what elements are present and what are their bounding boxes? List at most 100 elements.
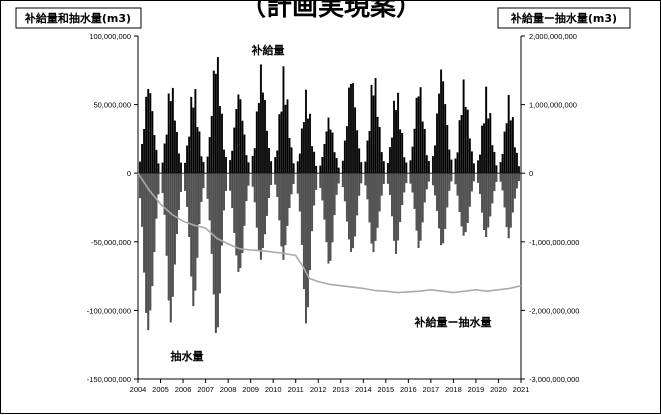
pumping-bar <box>464 173 467 233</box>
pumping-bar <box>261 173 264 249</box>
pumping-bar <box>257 173 260 251</box>
recharge-bar <box>180 162 182 174</box>
pumping-bar <box>434 173 436 196</box>
pumping-bar <box>507 173 510 239</box>
recharge-bar <box>393 100 395 174</box>
recharge-bar <box>178 153 180 174</box>
recharge-bar <box>470 151 473 174</box>
difference-line <box>137 172 522 294</box>
pumping-bar <box>298 173 301 212</box>
recharge-bar <box>161 162 164 174</box>
pumping-bar <box>483 173 486 231</box>
pumping-bar <box>192 173 195 307</box>
pumping-bar <box>395 173 398 254</box>
pumping-bar <box>169 173 172 323</box>
recharge-bar <box>153 135 156 174</box>
pumping-bar <box>319 173 322 188</box>
recharge-bar <box>468 138 471 174</box>
recharge-bar <box>282 66 285 174</box>
pumping-bar <box>440 173 443 246</box>
recharge-bar <box>325 131 328 174</box>
recharge-bar <box>333 152 336 174</box>
pumping-bar <box>331 173 334 243</box>
recharge-bar <box>309 113 311 174</box>
pumping-bar <box>186 173 189 207</box>
pumping-bar <box>460 173 463 227</box>
recharge-bar <box>358 148 361 174</box>
recharge-bar <box>417 96 420 174</box>
recharge-bar <box>241 120 244 174</box>
pumping-bar <box>466 173 469 224</box>
pumping-bar <box>470 173 473 192</box>
recharge-bar <box>335 158 338 174</box>
recharge-bar <box>399 129 402 174</box>
pumping-bar <box>503 173 506 208</box>
pumping-bar <box>364 173 367 186</box>
pumping-bar <box>251 173 254 187</box>
pumping-bar <box>296 173 299 194</box>
pumping-bar <box>208 173 211 221</box>
pumping-bar <box>505 173 508 228</box>
recharge-bar <box>196 127 199 174</box>
pumping-bar <box>417 173 420 249</box>
recharge-bar <box>434 145 436 174</box>
recharge-bar <box>374 78 377 174</box>
recharge-bar <box>278 114 281 174</box>
pumping-bar <box>259 173 262 260</box>
pumping-bar <box>329 173 332 261</box>
pumping-bar <box>438 173 441 229</box>
recharge-bar <box>157 163 160 174</box>
pumping-bar <box>151 173 154 287</box>
pumping-bar <box>446 173 449 208</box>
left-tick-label: -50,000,000 <box>91 238 131 247</box>
pumping-bar <box>499 173 502 182</box>
recharge-bar <box>264 99 266 174</box>
recharge-bar <box>243 134 246 174</box>
pumping-bar <box>423 173 426 203</box>
recharge-bar <box>307 118 309 174</box>
recharge-bar <box>405 162 408 174</box>
pumping-bar <box>327 173 330 264</box>
pumping-bar <box>376 173 379 228</box>
recharge-bar <box>274 157 277 174</box>
recharge-bar <box>315 165 318 174</box>
x-tick-label: 2006 <box>175 385 192 394</box>
pumping-bar <box>276 173 279 197</box>
recharge-bar <box>479 154 481 174</box>
pumping-bar <box>200 173 203 202</box>
pumping-bar <box>405 173 408 184</box>
recharge-bar <box>464 106 467 174</box>
pumping-bar <box>409 173 412 184</box>
pumping-bar <box>352 173 355 249</box>
pumping-bar <box>462 173 465 236</box>
recharge-bar <box>436 113 438 174</box>
pumping-bar <box>206 173 209 199</box>
pumping-bar <box>472 173 475 182</box>
recharge-bar <box>225 157 228 174</box>
recharge-bar <box>300 128 303 174</box>
x-tick-label: 2014 <box>355 385 372 394</box>
recharge-bar <box>329 129 332 174</box>
pumping-bar <box>323 173 326 220</box>
recharge-bar <box>235 109 238 174</box>
pumping-bar <box>403 173 406 193</box>
pumping-bar <box>173 173 176 265</box>
pumping-bar <box>380 173 383 196</box>
x-tick-label: 2011 <box>288 385 304 394</box>
pumping-annotation: 抽水量 <box>171 349 204 363</box>
recharge-bar <box>350 83 352 174</box>
recharge-bar <box>210 115 213 174</box>
pumping-bar <box>321 173 324 201</box>
recharge-bar <box>419 87 422 174</box>
recharge-bar <box>253 148 256 174</box>
recharge-bar <box>450 159 453 174</box>
recharge-bar <box>311 146 314 174</box>
pumping-bar <box>458 173 461 213</box>
recharge-bar <box>380 152 383 174</box>
pumping-bar <box>468 173 471 207</box>
pumping-bar <box>292 173 295 184</box>
pumping-bar <box>450 173 453 182</box>
pumping-bar <box>419 173 422 241</box>
recharge-bar <box>167 93 170 174</box>
pumping-bar <box>415 173 418 231</box>
